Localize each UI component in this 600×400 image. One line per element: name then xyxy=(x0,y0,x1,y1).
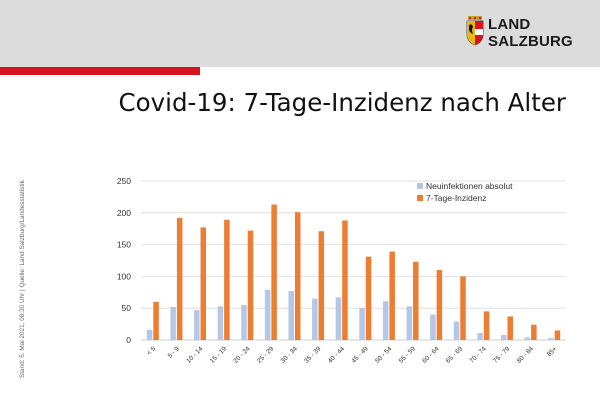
bar-absolute-9 xyxy=(359,308,365,340)
bars xyxy=(146,204,561,340)
coat-of-arms-icon xyxy=(466,16,484,46)
bar-incidence-6 xyxy=(294,212,301,340)
legend-swatch-1 xyxy=(417,195,423,201)
bar-incidence-5 xyxy=(271,204,277,340)
logo-line-2: SALZBURG xyxy=(488,33,573,50)
bar-absolute-5 xyxy=(264,289,271,340)
x-tick-label: 5 - 9 xyxy=(167,345,181,359)
x-tick-label: 55 - 59 xyxy=(398,345,418,365)
x-tick-label: 35 - 39 xyxy=(303,345,323,365)
bar-absolute-14 xyxy=(477,333,483,340)
bar-absolute-15 xyxy=(500,334,507,340)
bar-absolute-13 xyxy=(453,321,460,340)
page-title: Covid-19: 7-Tage-Inzidenz nach Alter xyxy=(118,88,566,117)
legend-swatch-0 xyxy=(417,183,423,189)
y-tick-label: 150 xyxy=(117,240,131,250)
y-tick-label: 250 xyxy=(117,176,131,186)
bar-absolute-6 xyxy=(288,291,294,340)
bar-absolute-0 xyxy=(146,329,153,340)
x-tick-label: 60 - 64 xyxy=(421,345,441,365)
grid-lines xyxy=(141,180,566,341)
bar-absolute-3 xyxy=(217,306,224,340)
y-tick-label: 50 xyxy=(122,303,132,313)
x-tick-label: 85+ xyxy=(546,345,559,358)
bar-absolute-8 xyxy=(335,297,342,340)
x-tick-label: < 5 xyxy=(146,345,158,357)
bar-incidence-12 xyxy=(436,270,443,340)
bar-absolute-7 xyxy=(312,298,318,340)
x-tick-label: 40 - 44 xyxy=(327,345,347,365)
x-tick-label: 45 - 49 xyxy=(350,345,370,365)
x-tick-label: 70 - 74 xyxy=(469,345,489,365)
bar-absolute-4 xyxy=(241,305,247,340)
logo-line-1: LAND xyxy=(488,16,531,33)
logo-wordmark: LAND SALZBURG xyxy=(488,16,573,50)
x-tick-label: 15 - 19 xyxy=(209,345,229,365)
bar-incidence-16 xyxy=(531,324,537,340)
land-salzburg-logo: LAND SALZBURG xyxy=(466,14,581,54)
legend: Neuinfektionen absolut 7-Tage-Inzidenz xyxy=(417,181,513,203)
x-tick-label: 50 - 54 xyxy=(374,345,394,365)
legend-label-1: 7-Tage-Inzidenz xyxy=(426,193,486,203)
bar-incidence-2 xyxy=(200,227,207,340)
accent-red-bar xyxy=(0,67,200,75)
bar-incidence-4 xyxy=(247,230,254,340)
bar-incidence-3 xyxy=(224,219,230,340)
x-tick-label: 10 - 14 xyxy=(185,345,205,365)
bar-absolute-12 xyxy=(430,314,436,340)
bar-absolute-1 xyxy=(170,306,176,340)
legend-label-0: Neuinfektionen absolut xyxy=(426,181,513,191)
bar-absolute-16 xyxy=(524,337,531,340)
x-tick-label: 75 - 79 xyxy=(492,345,512,365)
header-band xyxy=(0,0,600,67)
bar-incidence-15 xyxy=(507,316,513,340)
bar-incidence-1 xyxy=(176,217,183,340)
bar-absolute-2 xyxy=(194,310,200,340)
y-axis-ticks: 0 50 100 150 200 250 xyxy=(117,176,131,345)
x-tick-label: 20 - 24 xyxy=(232,345,252,365)
x-tick-label: 80 - 84 xyxy=(516,345,536,365)
x-tick-label: 30 - 34 xyxy=(280,345,300,365)
bar-absolute-17 xyxy=(548,338,554,340)
bar-incidence-11 xyxy=(413,261,419,340)
y-tick-label: 100 xyxy=(117,271,131,281)
y-tick-label: 200 xyxy=(117,208,131,218)
x-axis-ticks: < 5 5 - 9 10 - 14 15 - 19 20 - 24 25 - 29 30 -… xyxy=(146,345,559,365)
bar-incidence-9 xyxy=(365,256,372,340)
x-tick-label: 25 - 29 xyxy=(256,345,276,365)
bar-incidence-0 xyxy=(153,301,159,340)
bar-absolute-10 xyxy=(382,301,389,340)
bar-incidence-14 xyxy=(483,311,490,340)
bar-incidence-7 xyxy=(318,231,325,340)
y-tick-label: 0 xyxy=(126,335,131,345)
bar-incidence-10 xyxy=(389,251,395,340)
bar-incidence-13 xyxy=(460,276,466,340)
bar-incidence-17 xyxy=(554,330,561,340)
bar-absolute-11 xyxy=(406,306,413,340)
bar-incidence-8 xyxy=(342,220,348,340)
x-tick-label: 65 - 69 xyxy=(445,345,465,365)
